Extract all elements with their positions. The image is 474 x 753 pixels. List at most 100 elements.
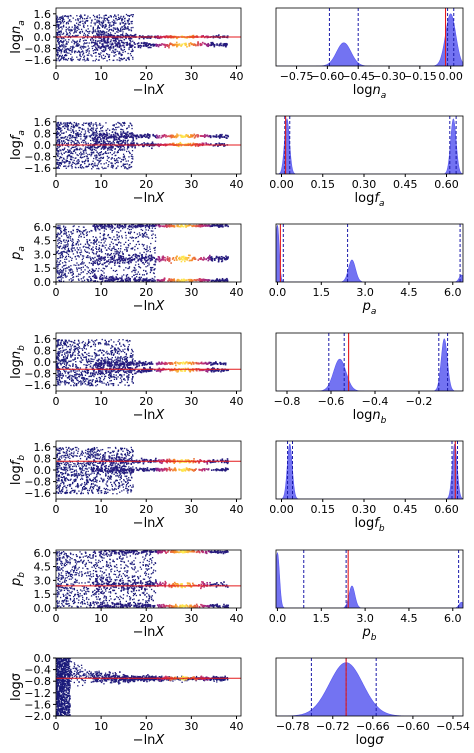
sample-point [90,151,92,154]
sample-point [57,264,60,266]
sample-point [60,341,62,343]
sample-point [88,42,90,44]
sample-point [59,41,61,43]
sample-point [94,140,97,143]
sample-point [118,41,120,43]
sample-point [70,157,72,159]
sample-point [84,136,86,138]
sample-point [107,53,109,56]
sample-point [116,42,118,44]
sample-point [124,122,126,124]
sample-point [62,246,64,249]
sample-point [106,36,109,39]
sample-point [191,257,194,260]
sample-point [133,269,135,271]
sample-point [72,58,74,61]
sample-point [225,258,227,261]
sample-point [75,45,77,47]
sample-point [124,142,126,144]
sample-point [59,30,61,33]
sample-point [101,49,103,52]
sample-point [165,35,168,37]
sample-point [213,224,215,226]
sample-point [67,48,69,51]
sample-point [91,152,94,154]
sample-point [224,279,227,282]
sample-point [120,248,122,250]
sample-point [56,132,59,134]
sample-point [71,49,73,51]
sample-point [57,53,59,55]
sample-point [77,275,79,277]
sample-point [115,159,117,161]
sample-point [68,20,70,22]
sample-point [60,276,62,278]
sample-point [87,130,89,132]
sample-point [114,45,116,47]
sample-point [226,277,228,280]
sample-point [109,15,112,17]
sample-point [186,45,188,48]
sample-point [88,122,90,124]
sample-point [68,339,70,342]
sample-point [105,279,107,282]
sample-point [78,28,80,31]
sample-point [172,135,174,137]
sample-point [80,263,82,265]
sample-point [72,130,74,132]
sample-point [157,143,159,145]
x-tick-label: 0 [53,286,60,299]
sample-point [63,240,65,242]
sample-point [111,248,113,250]
sample-point [121,125,123,127]
sample-point [92,139,94,141]
sample-point [98,14,101,16]
sample-point [103,354,105,356]
sample-point [61,143,63,145]
sample-point [128,59,130,61]
sample-point [101,277,104,279]
sample-point [57,267,59,269]
sample-point [134,258,136,260]
sample-point [72,124,75,126]
sample-point [90,230,92,232]
sample-point [131,224,133,226]
sample-point [100,248,103,250]
sample-point [79,267,81,269]
sample-point [65,365,67,367]
sample-point [223,135,226,138]
sample-point [66,267,68,269]
sample-point [98,157,100,160]
sample-point [108,254,111,257]
sample-point [80,45,82,47]
sample-point [129,122,131,124]
sample-point [60,156,63,159]
sample-point [161,43,163,45]
sample-point [124,23,126,25]
sample-point [96,165,99,167]
sample-point [127,146,130,149]
sample-point [75,19,77,21]
sample-point [128,34,130,37]
sample-point [140,254,143,256]
sample-point [77,242,79,244]
sample-point [98,52,100,55]
sample-point [164,143,167,146]
sample-point [185,258,187,260]
sample-point [114,132,117,135]
sample-point [58,241,60,244]
sample-point [132,139,135,142]
sample-point [56,20,58,22]
sample-point [128,43,131,46]
sample-point [139,46,142,49]
sample-point [69,19,71,21]
sample-point [65,357,67,359]
sample-point [116,151,118,154]
sample-point [210,42,213,45]
sample-point [63,44,65,46]
sample-point [156,37,159,39]
sample-point [128,56,130,59]
sample-point [94,29,96,31]
sample-point [181,280,183,282]
sample-point [56,152,58,154]
